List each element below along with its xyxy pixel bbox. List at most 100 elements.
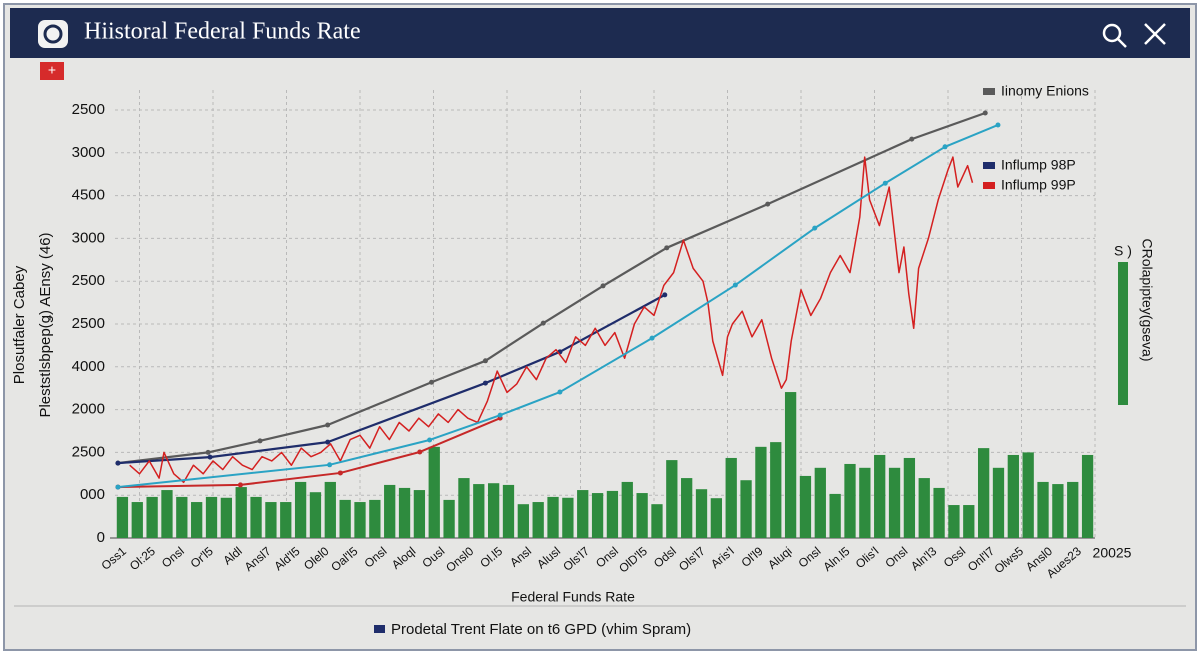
bar [502,484,515,538]
bar [591,493,604,538]
point [115,460,121,466]
bar [339,499,351,538]
point [982,110,988,116]
line-series [117,111,986,465]
y-tick-label: 4500 [72,187,105,204]
point [207,454,213,460]
bar [116,496,129,538]
bar [859,467,871,538]
title-bar [10,8,1190,58]
bar [755,446,767,538]
bar [398,487,411,538]
close-button[interactable] [1144,23,1166,45]
y-axis-title: Plosutfaler Cabey [11,265,28,384]
bar [651,504,663,538]
window-frame [3,3,1197,651]
bar [235,487,247,538]
search-button[interactable] [1102,23,1127,48]
bar [725,457,737,538]
point [909,136,915,142]
bar [280,502,292,538]
point [417,449,423,455]
bar [1007,454,1019,538]
point [337,470,343,476]
bar [740,480,752,538]
bar [784,392,797,538]
point [540,320,546,326]
point [497,412,503,418]
point [482,380,488,386]
bar [918,478,930,538]
add-button[interactable] [40,62,64,80]
bar [874,454,886,538]
bar [562,497,574,538]
bar [770,442,782,538]
bar [710,498,723,538]
footer-legend-label: Prodetal Trent Flate on t6 GPD (vhim Spr… [391,621,691,638]
bar [384,484,396,538]
bar [799,475,812,538]
bar [1037,481,1049,538]
bar [1022,452,1034,538]
bar [606,490,619,538]
side-scale-label: S ) [1114,243,1132,259]
bar [1081,454,1094,538]
line-series [129,156,974,484]
right-axis-title: CRolapiptey(gseva) [1139,239,1155,362]
legend-swatch [983,182,995,189]
legend-label: Inflump 98P [1001,157,1076,173]
legend-label: Iinomy Enions [1001,83,1089,99]
point [664,245,670,251]
bar [413,490,426,538]
bar [621,481,633,538]
y-tick-label: 2500 [72,315,105,332]
y-tick-label: 3000 [72,144,105,161]
y-tick-label: 000 [80,486,105,503]
legend-swatch [983,88,995,95]
point [482,358,488,364]
bar [176,496,188,538]
bar [161,490,173,538]
footer-legend-swatch [374,625,385,633]
bar [1067,481,1079,538]
point [327,462,333,468]
bar [903,457,916,538]
y-tick-label: 3000 [72,229,105,246]
point [765,201,771,207]
point [600,283,606,289]
bar [844,463,856,538]
point [882,180,888,186]
legend-label: Inflump 99P [1001,177,1076,193]
point [325,439,331,445]
bar [369,499,381,538]
bar [265,502,277,538]
bar [458,478,470,538]
bar [963,505,975,538]
bar [933,487,945,538]
bar [517,504,529,538]
bar [636,493,648,538]
bar [948,505,960,538]
y-tick-label: 0 [97,529,105,546]
point [257,438,263,444]
y-tick-label: 2000 [72,401,105,418]
point [205,449,211,455]
window-title: Hiistoral Federal Funds Rate [84,19,361,45]
point [429,379,435,385]
app-icon[interactable] [38,20,68,48]
legend-swatch [983,162,995,169]
bar [487,483,500,538]
y-tick-label: 2500 [72,101,105,118]
bar [977,448,990,538]
y-tick-label: 4000 [72,358,105,375]
bar [146,496,158,538]
bar [888,467,901,538]
bar [829,493,841,538]
point [427,437,433,443]
bar [1052,484,1064,538]
bar [354,502,366,538]
add-button-glyph: + [48,62,56,78]
bar [695,489,708,538]
bar [547,496,559,538]
bar [220,497,233,538]
